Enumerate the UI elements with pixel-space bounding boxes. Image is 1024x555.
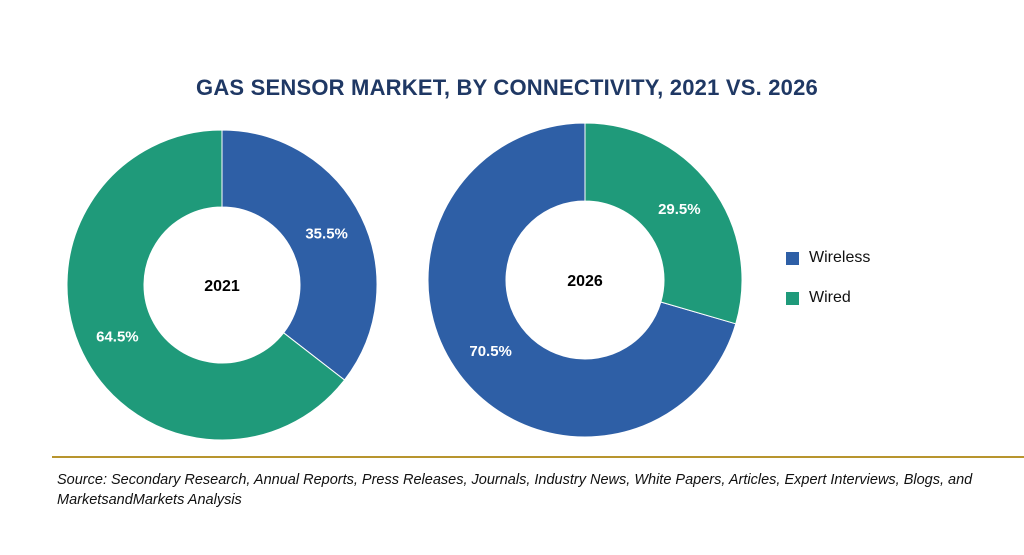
legend-label-wireless: Wireless [809,249,871,266]
divider [52,456,1024,458]
legend: Wireless Wired [786,248,870,328]
center-label-2021: 2021 [204,278,240,295]
legend-item-wired: Wired [786,288,870,308]
slice-label-2021-wired: 64.5% [96,328,139,345]
slice-2021-wired [66,129,346,441]
source-note: Source: Secondary Research, Annual Repor… [57,472,973,508]
slice-2021-wireless [221,129,378,381]
chart-title: GAS SENSOR MARKET, BY CONNECTIVITY, 2021… [196,75,818,100]
slice-label-2026-wireless: 70.5% [469,343,512,360]
center-label-2026: 2026 [567,273,603,290]
legend-swatch-wired [786,291,799,305]
slice-label-2021-wireless: 35.5% [305,226,348,243]
legend-item-wireless: Wireless [786,248,870,268]
legend-swatch-wireless [786,251,799,265]
slice-2026-wired [584,122,743,325]
slice-2026-wireless [427,122,737,438]
legend-label-wired: Wired [809,289,851,306]
slice-label-2026-wired: 29.5% [658,201,701,218]
